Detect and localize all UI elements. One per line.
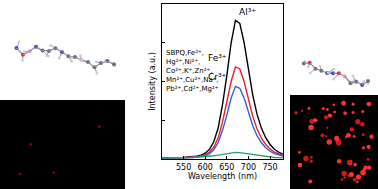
svg-text:600: 600 [198,163,213,172]
svg-text:Intensity (a.u.): Intensity (a.u.) [148,52,157,111]
svg-text:Wavelength (nm): Wavelength (nm) [188,172,257,181]
svg-text:Al³⁺: Al³⁺ [239,7,256,17]
svg-text:700: 700 [241,163,256,172]
svg-text:Fe³⁺: Fe³⁺ [208,53,227,63]
svg-text:650: 650 [219,163,234,172]
svg-text:750: 750 [262,163,277,172]
svg-text:550: 550 [176,163,191,172]
svg-text:SBPQ,Fe²⁺,Hg²⁺,Ni²⁺,Co²⁺,K⁺,Zn: SBPQ,Fe²⁺,Hg²⁺,Ni²⁺,Co²⁺,K⁺,Zn²⁺,Mn²⁺,Cu… [166,49,219,93]
svg-text:Cr³⁺: Cr³⁺ [208,72,227,82]
